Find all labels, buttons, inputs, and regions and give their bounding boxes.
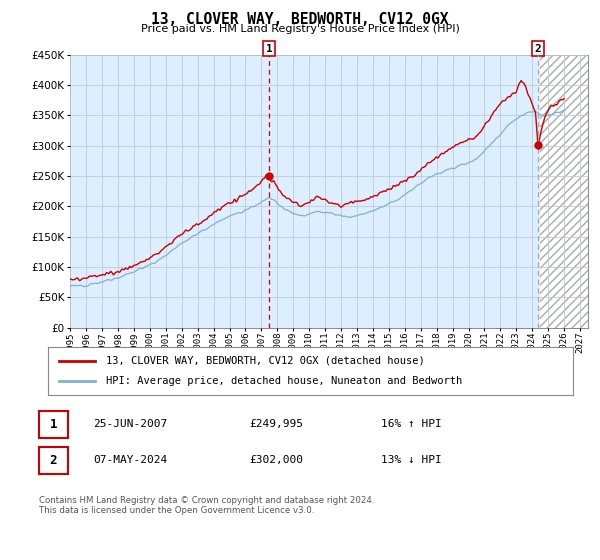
Text: £249,995: £249,995 <box>249 419 303 430</box>
Text: 1: 1 <box>266 44 272 54</box>
Text: 2: 2 <box>50 454 57 467</box>
Text: 13, CLOVER WAY, BEDWORTH, CV12 0GX: 13, CLOVER WAY, BEDWORTH, CV12 0GX <box>151 12 449 27</box>
Text: 13, CLOVER WAY, BEDWORTH, CV12 0GX (detached house): 13, CLOVER WAY, BEDWORTH, CV12 0GX (deta… <box>106 356 425 366</box>
Text: 16% ↑ HPI: 16% ↑ HPI <box>381 419 442 430</box>
Text: Contains HM Land Registry data © Crown copyright and database right 2024.
This d: Contains HM Land Registry data © Crown c… <box>39 496 374 515</box>
Text: 2: 2 <box>535 44 541 54</box>
Text: Price paid vs. HM Land Registry's House Price Index (HPI): Price paid vs. HM Land Registry's House … <box>140 24 460 34</box>
Text: 25-JUN-2007: 25-JUN-2007 <box>93 419 167 430</box>
Text: £302,000: £302,000 <box>249 455 303 465</box>
Text: 13% ↓ HPI: 13% ↓ HPI <box>381 455 442 465</box>
Bar <box>540 55 588 328</box>
Text: 1: 1 <box>50 418 57 431</box>
Text: 07-MAY-2024: 07-MAY-2024 <box>93 455 167 465</box>
Text: HPI: Average price, detached house, Nuneaton and Bedworth: HPI: Average price, detached house, Nune… <box>106 376 462 386</box>
